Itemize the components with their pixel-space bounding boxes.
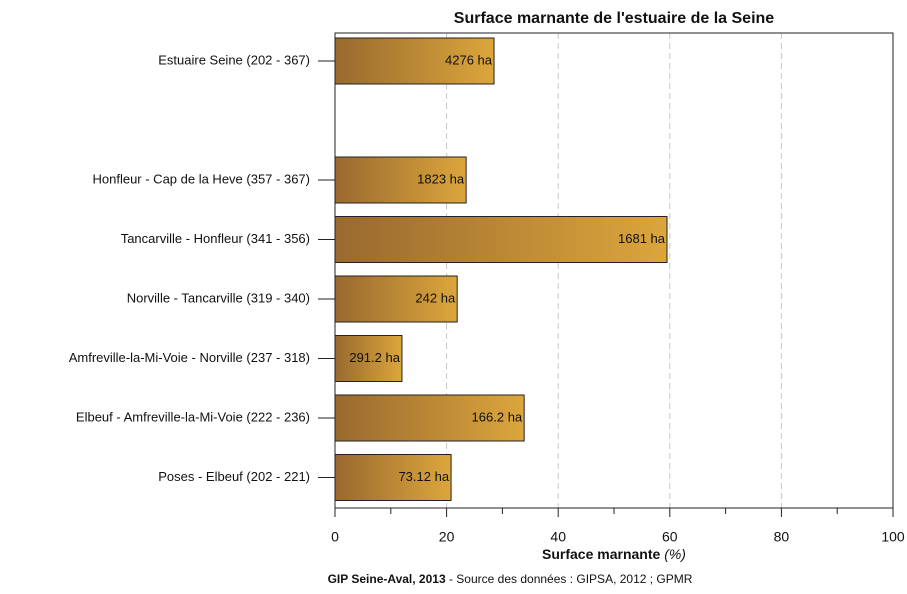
y-tick-label: Elbeuf - Amfreville-la-Mi-Voie (222 - 23… [76,409,310,424]
bar [334,454,452,501]
x-tick-label: 20 [439,529,455,545]
bar-label: 291.2 ha [349,350,400,365]
y-tick-label: Poses - Elbeuf (202 - 221) [158,469,310,484]
x-tick-label: 40 [550,529,566,545]
source-note: GIP Seine-Aval, 2013 - Source des donnée… [328,572,693,586]
x-tick-label: 0 [331,529,339,545]
bar-label: 4276 ha [445,52,493,67]
y-tick-label: Norville - Tancarville (319 - 340) [127,290,310,305]
x-axis-label-main: Surface marnante [542,546,660,562]
y-tick-label: Honfleur - Cap de la Heve (357 - 367) [92,171,310,186]
bar [334,216,668,263]
x-axis-label: Surface marnante (%) [542,546,686,562]
bar-label: 73.12 ha [398,469,449,484]
y-tick-label: Amfreville-la-Mi-Voie - Norville (237 - … [69,350,310,365]
bar-label: 1681 ha [618,231,666,246]
x-tick-label: 60 [662,529,678,545]
bar [334,275,458,323]
x-tick-label: 100 [881,529,905,545]
x-tick-label: 80 [774,529,790,545]
bar [334,335,403,382]
bar-label: 166.2 ha [472,409,523,424]
bar [334,156,467,204]
bar-label: 1823 ha [417,171,465,186]
y-tick-label: Estuaire Seine (202 - 367) [158,52,310,67]
x-axis-label-unit: (%) [664,546,686,562]
source-rest: - Source des données : GIPSA, 2012 ; GPM… [446,572,693,586]
bar [334,394,525,442]
bar-label: 242 ha [415,290,456,305]
y-tick-label: Tancarville - Honfleur (341 - 356) [121,231,310,246]
source-bold: GIP Seine-Aval, 2013 [328,572,446,586]
chart-title: Surface marnante de l'estuaire de la Sei… [454,10,774,27]
